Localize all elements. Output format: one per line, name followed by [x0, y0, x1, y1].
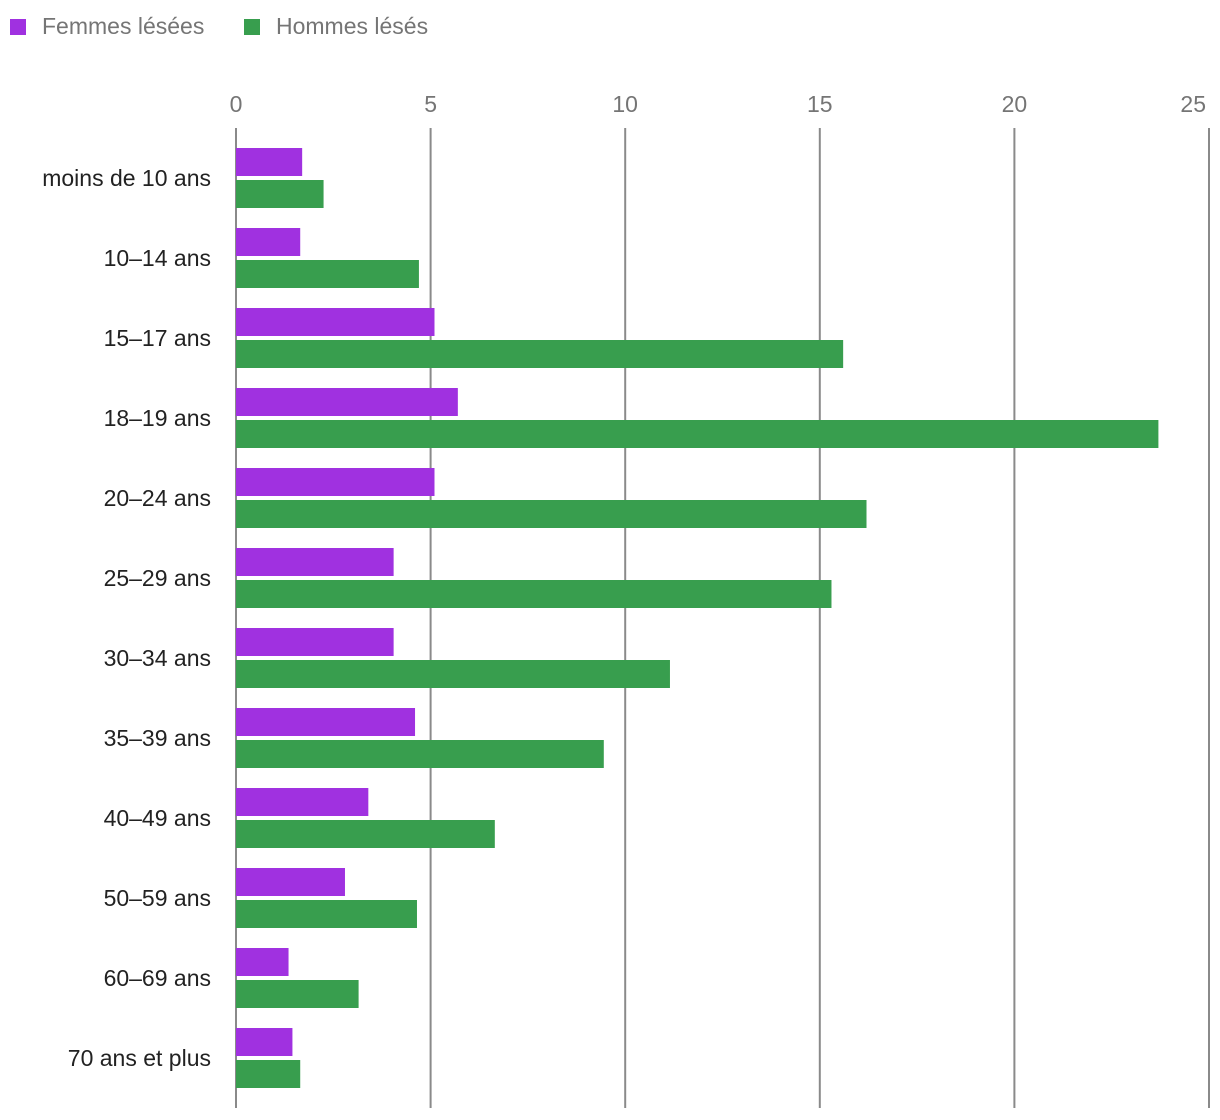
x-tick-label-5: 5	[424, 91, 437, 117]
category-label-10: 60–69 ans	[104, 965, 211, 991]
bar-femmes-5	[236, 548, 394, 576]
bar-hommes-3	[236, 420, 1159, 448]
category-label-11: 70 ans et plus	[68, 1045, 211, 1071]
category-label-0: moins de 10 ans	[42, 165, 211, 191]
bar-hommes-4	[236, 500, 867, 528]
bar-hommes-10	[236, 980, 359, 1008]
bar-femmes-11	[236, 1028, 293, 1056]
legend-label-0: Femmes lésées	[42, 13, 204, 39]
bar-femmes-2	[236, 308, 435, 336]
category-label-7: 35–39 ans	[104, 725, 211, 751]
gridlines	[235, 128, 1210, 1108]
x-axis-ticks: 0 5 10 15 20 25	[230, 91, 1206, 117]
category-label-1: 10–14 ans	[104, 245, 211, 271]
bar-femmes-9	[236, 868, 345, 896]
bar-hommes-5	[236, 580, 832, 608]
category-label-3: 18–19 ans	[104, 405, 211, 431]
bar-hommes-0	[236, 180, 324, 208]
bar-femmes-4	[236, 468, 435, 496]
bar-hommes-7	[236, 740, 604, 768]
bar-femmes-0	[236, 148, 303, 176]
legend: Femmes lésées Hommes lésés	[10, 13, 428, 39]
bar-hommes-9	[236, 900, 417, 928]
category-label-9: 50–59 ans	[104, 885, 211, 911]
x-tick-label-20: 20	[1002, 91, 1028, 117]
bar-femmes-7	[236, 708, 416, 736]
x-tick-label-0: 0	[230, 91, 243, 117]
x-tick-label-10: 10	[612, 91, 638, 117]
category-labels: moins de 10 ans 10–14 ans 15–17 ans 18–19 a…	[42, 165, 211, 1071]
bar-femmes-3	[236, 388, 458, 416]
bar-hommes-2	[236, 340, 844, 368]
bars	[236, 148, 1159, 1088]
bar-hommes-11	[236, 1060, 301, 1088]
legend-label-1: Hommes lésés	[276, 13, 428, 39]
bar-hommes-1	[236, 260, 419, 288]
x-tick-label-15: 15	[807, 91, 833, 117]
bar-femmes-1	[236, 228, 301, 256]
category-label-8: 40–49 ans	[104, 805, 211, 831]
category-label-4: 20–24 ans	[104, 485, 211, 511]
category-label-5: 25–29 ans	[104, 565, 211, 591]
bar-hommes-8	[236, 820, 495, 848]
category-label-2: 15–17 ans	[104, 325, 211, 351]
bar-hommes-6	[236, 660, 670, 688]
bar-femmes-10	[236, 948, 289, 976]
bar-femmes-6	[236, 628, 394, 656]
legend-swatch-0	[10, 19, 26, 35]
x-tick-label-25: 25	[1180, 91, 1206, 117]
bar-femmes-8	[236, 788, 369, 816]
category-label-6: 30–34 ans	[104, 645, 211, 671]
legend-swatch-1	[244, 19, 260, 35]
